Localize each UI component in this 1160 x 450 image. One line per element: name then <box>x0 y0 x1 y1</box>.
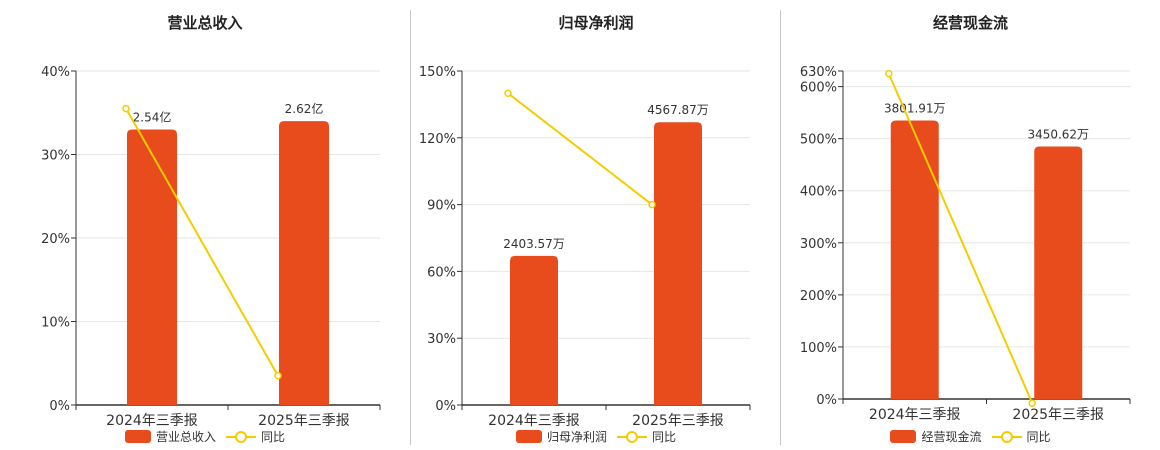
bar-data-label: 4567.87万 <box>647 103 709 117</box>
yoy-line <box>887 73 1034 404</box>
y-tick-label: 500% <box>800 133 837 148</box>
bar-data-label: 2.54亿 <box>133 109 172 124</box>
y-tick-label: 20% <box>41 232 70 247</box>
net-profit-chart: 0% 30% 60% 90% 120% 150% 2403.57万 4567.87万 2024年… <box>419 65 751 429</box>
y-tick-label: 30% <box>41 149 70 164</box>
x-category-label: 2024年三季报 <box>488 413 580 429</box>
y-tick-label: 0% <box>49 399 70 414</box>
bar <box>279 121 329 405</box>
legend-bar-label: 营业总收入 <box>155 430 216 444</box>
yoy-point <box>274 372 282 380</box>
legend-bar-label: 归母净利润 <box>546 430 607 444</box>
legend-line-label: 同比 <box>1026 430 1051 444</box>
legend-line-label: 同比 <box>652 430 677 444</box>
bar <box>1034 146 1083 399</box>
bar <box>510 255 558 405</box>
y-tick-label: 10% <box>41 316 70 331</box>
chart-legend[interactable]: 经营现金流 同比 <box>781 428 1160 445</box>
legend-line-swatch <box>991 430 1022 443</box>
chart-panel-net-profit: 归母净利润 0% 30% 60% 90% 120% 150% 2403.57万 4567.87… <box>411 0 781 450</box>
yoy-line <box>507 92 653 206</box>
yoy-point <box>885 69 893 78</box>
x-category-label: 2024年三季报 <box>106 413 198 429</box>
bar-data-label: 2.62亿 <box>285 101 324 116</box>
y-tick-label: 30% <box>427 332 456 347</box>
chart-panel-operating-cash-flow: 经营现金流 0% 100% 200% 300% 400% 500% 600% 630% 3801… <box>781 0 1160 450</box>
y-tick-label: 120% <box>419 132 456 147</box>
y-tick-label: 300% <box>800 237 837 252</box>
y-tick-label: 0% <box>435 399 456 414</box>
chart-panel-revenue: 营业总收入 0% 10% 20% 30% 40% 2.54亿 2.62亿 2024年三季报 20… <box>0 0 410 450</box>
yoy-point <box>504 89 512 98</box>
legend-line-swatch <box>226 430 256 443</box>
legend-bar-swatch <box>890 430 917 443</box>
yoy-point <box>648 200 656 209</box>
bar-data-label: 3450.62万 <box>1027 127 1089 141</box>
legend-bar-swatch <box>515 430 542 443</box>
legend-bar-label: 经营现金流 <box>921 430 982 444</box>
legend-bar-swatch <box>124 430 151 443</box>
bar <box>654 122 702 406</box>
x-category-label: 2025年三季报 <box>632 413 724 429</box>
legend-line-label: 同比 <box>261 430 286 444</box>
y-tick-label: 200% <box>800 289 837 304</box>
chart-legend[interactable]: 归母净利润 同比 <box>411 428 781 445</box>
y-tick-label: 40% <box>41 65 70 80</box>
bar-data-label: 3801.91万 <box>884 101 946 115</box>
y-tick-label: 60% <box>427 265 456 280</box>
bar <box>890 120 939 399</box>
y-tick-label: 0% <box>816 393 837 408</box>
chart-legend[interactable]: 营业总收入 同比 <box>0 428 410 445</box>
yoy-point <box>122 104 130 113</box>
panel-divider <box>780 10 781 445</box>
y-tick-label: 630% <box>800 65 837 80</box>
x-category-label: 2025年三季报 <box>1012 407 1104 423</box>
yoy-line <box>125 108 279 377</box>
chart-title: 经营现金流 <box>932 14 1008 32</box>
legend-line-swatch <box>617 430 647 443</box>
y-tick-label: 600% <box>800 81 837 96</box>
bar <box>127 129 177 405</box>
y-tick-label: 400% <box>800 185 837 200</box>
panel-divider <box>410 10 411 445</box>
x-category-label: 2024年三季报 <box>869 407 961 423</box>
operating-cash-flow-chart: 0% 100% 200% 300% 400% 500% 600%630% 3801.91万 34… <box>800 65 1131 423</box>
y-tick-label: 90% <box>427 199 456 214</box>
yoy-point <box>1028 399 1036 407</box>
bar-data-label: 2403.57万 <box>503 237 565 251</box>
y-tick-label: 150% <box>419 65 456 80</box>
chart-title: 归母净利润 <box>558 14 634 32</box>
chart-title: 营业总收入 <box>167 14 243 32</box>
x-category-label: 2025年三季报 <box>258 413 350 429</box>
y-tick-label: 100% <box>800 341 837 356</box>
revenue-chart: 0% 10% 20% 30% 40% 2.54亿 2.62亿 2024年三季报 2025年三季报 <box>41 65 381 429</box>
